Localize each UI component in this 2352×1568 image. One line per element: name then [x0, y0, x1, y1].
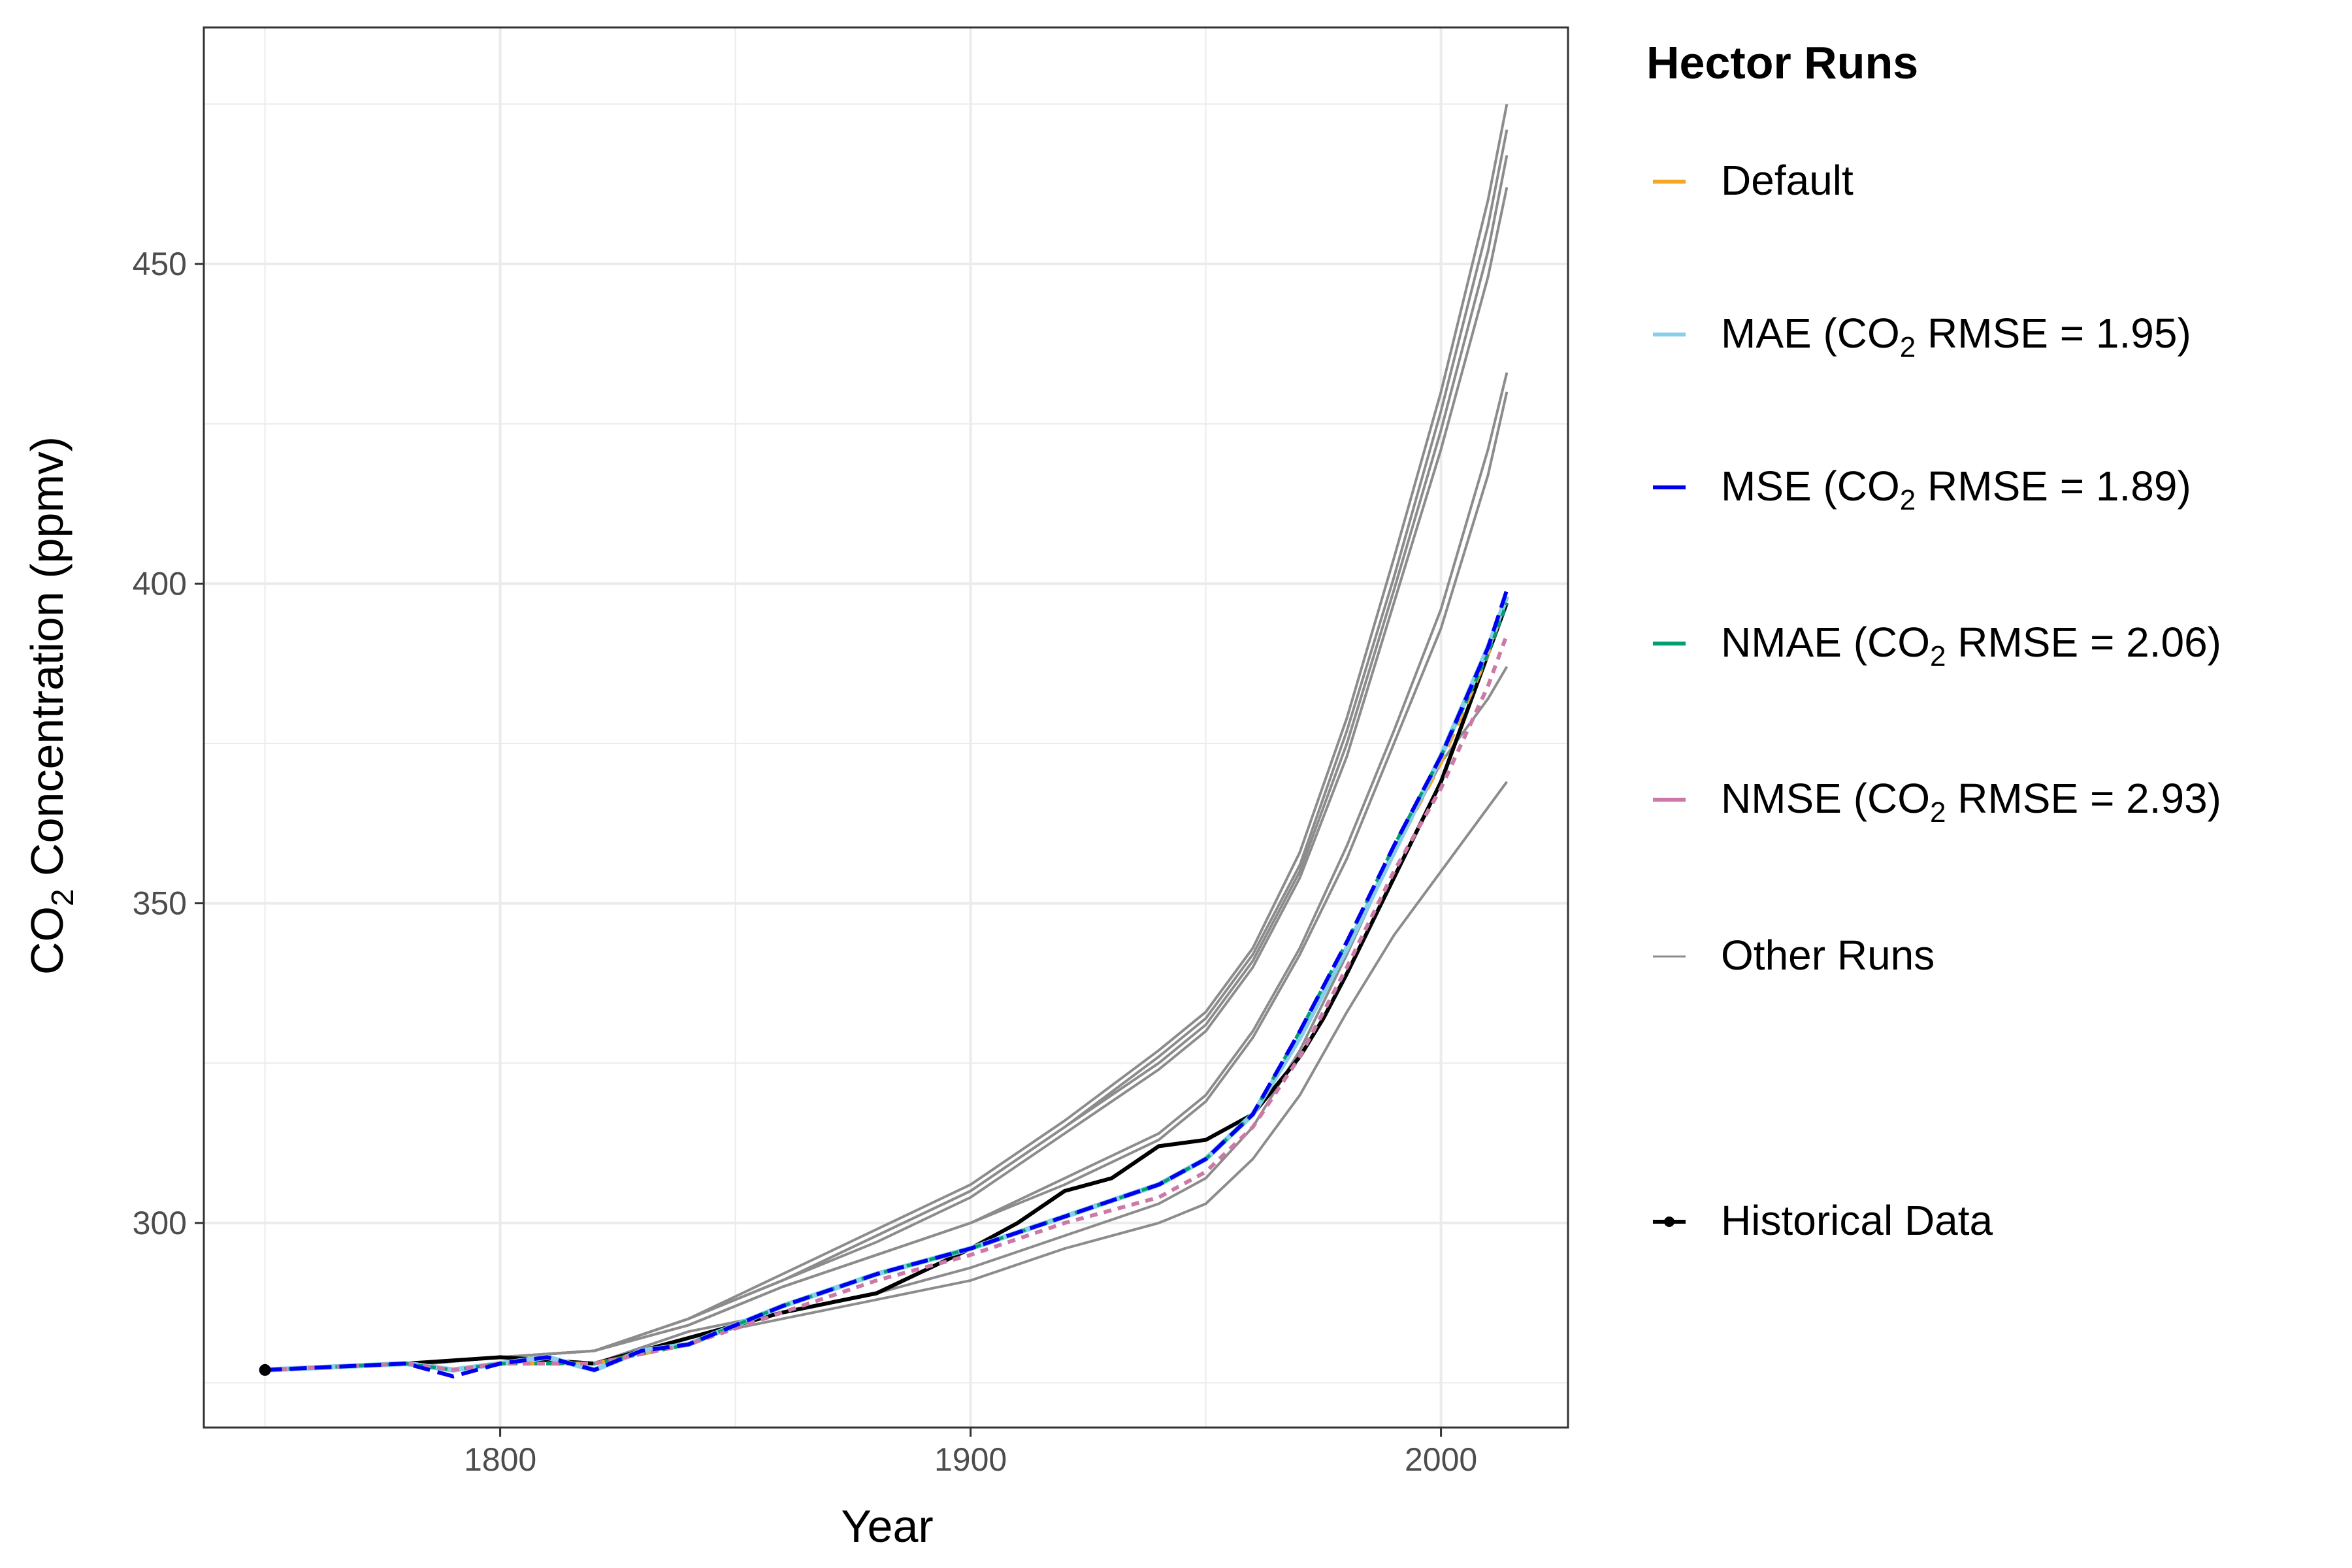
legend-label-text: Other Runs	[1721, 932, 1935, 979]
legend-label-subscript: 2	[1930, 796, 1946, 828]
legend-label-suffix: RMSE = 2.93)	[1946, 775, 2221, 822]
legend-label-suffix: RMSE = 1.89)	[1916, 463, 2191, 510]
series-layer	[259, 104, 1510, 1379]
y-axis-title-prefix: CO	[22, 906, 73, 975]
plot-panel	[204, 27, 1568, 1428]
y-tick-label: 350	[133, 885, 187, 922]
legend-label-text: Default	[1721, 157, 1854, 204]
legend-label-subscript: 2	[1930, 640, 1946, 672]
legend-entry-other: Other Runs	[1653, 932, 1935, 979]
x-axis-ticks: 1800 1900 2000	[464, 1428, 1477, 1478]
legend-title: Hector Runs	[1646, 37, 1918, 88]
legend-label-nmae: NMAE (CO2 RMSE = 2.06)	[1721, 619, 2221, 672]
legend-entry-mse: MSE (CO2 RMSE = 1.89)	[1653, 463, 2191, 516]
legend-point-historical	[1664, 1217, 1674, 1227]
legend-entry-mae: MAE (CO2 RMSE = 1.95)	[1653, 310, 2191, 363]
y-tick-label: 300	[133, 1205, 187, 1241]
legend-entry-default: Default	[1653, 157, 1854, 204]
legend-label-text: Historical Data	[1721, 1197, 1993, 1244]
legend-label-text: MSE (CO	[1721, 463, 1900, 510]
legend-label-other: Other Runs	[1721, 932, 1935, 979]
legend-label-mse: MSE (CO2 RMSE = 1.89)	[1721, 463, 2191, 516]
y-axis-title: CO2 Concentration (ppmv)	[22, 436, 80, 975]
x-tick-label: 1800	[464, 1441, 536, 1478]
legend-label-nmse: NMSE (CO2 RMSE = 2.93)	[1721, 775, 2221, 828]
legend-label-suffix: RMSE = 2.06)	[1946, 619, 2221, 666]
legend-label-text: NMAE (CO	[1721, 619, 1930, 666]
legend-entry-nmae: NMAE (CO2 RMSE = 2.06)	[1653, 619, 2221, 672]
y-tick-label: 450	[133, 246, 187, 282]
legend-entry-historical: Historical Data	[1653, 1197, 1993, 1244]
legend-entry-nmse: NMSE (CO2 RMSE = 2.93)	[1653, 775, 2221, 828]
y-axis-title-subscript: 2	[46, 889, 80, 906]
legend-label-subscript: 2	[1900, 331, 1916, 363]
x-tick-label: 2000	[1405, 1441, 1477, 1478]
legend-label-text: NMSE (CO	[1721, 775, 1930, 822]
x-axis-title: Year	[841, 1501, 933, 1552]
legend-label-subscript: 2	[1900, 484, 1916, 516]
historical-data-point	[259, 1364, 271, 1376]
plot-border	[203, 26, 1569, 1429]
y-axis-ticks: 300 350 400 450	[133, 246, 204, 1241]
y-tick-label: 400	[133, 565, 187, 602]
legend-label-suffix: RMSE = 1.95)	[1916, 310, 2191, 357]
major-gridlines	[204, 27, 1568, 1428]
x-tick-label: 1900	[934, 1441, 1007, 1478]
series-line-5	[265, 391, 1509, 1371]
legend-label-default: Default	[1721, 157, 1854, 204]
legend-label-mae: MAE (CO2 RMSE = 1.95)	[1721, 310, 2191, 363]
y-axis-title-suffix: Concentration (ppmv)	[22, 436, 73, 889]
legend-label-historical: Historical Data	[1721, 1197, 1993, 1244]
minor-gridlines	[204, 27, 1568, 1428]
series-line-13	[265, 589, 1509, 1379]
legend-label-text: MAE (CO	[1721, 310, 1900, 357]
